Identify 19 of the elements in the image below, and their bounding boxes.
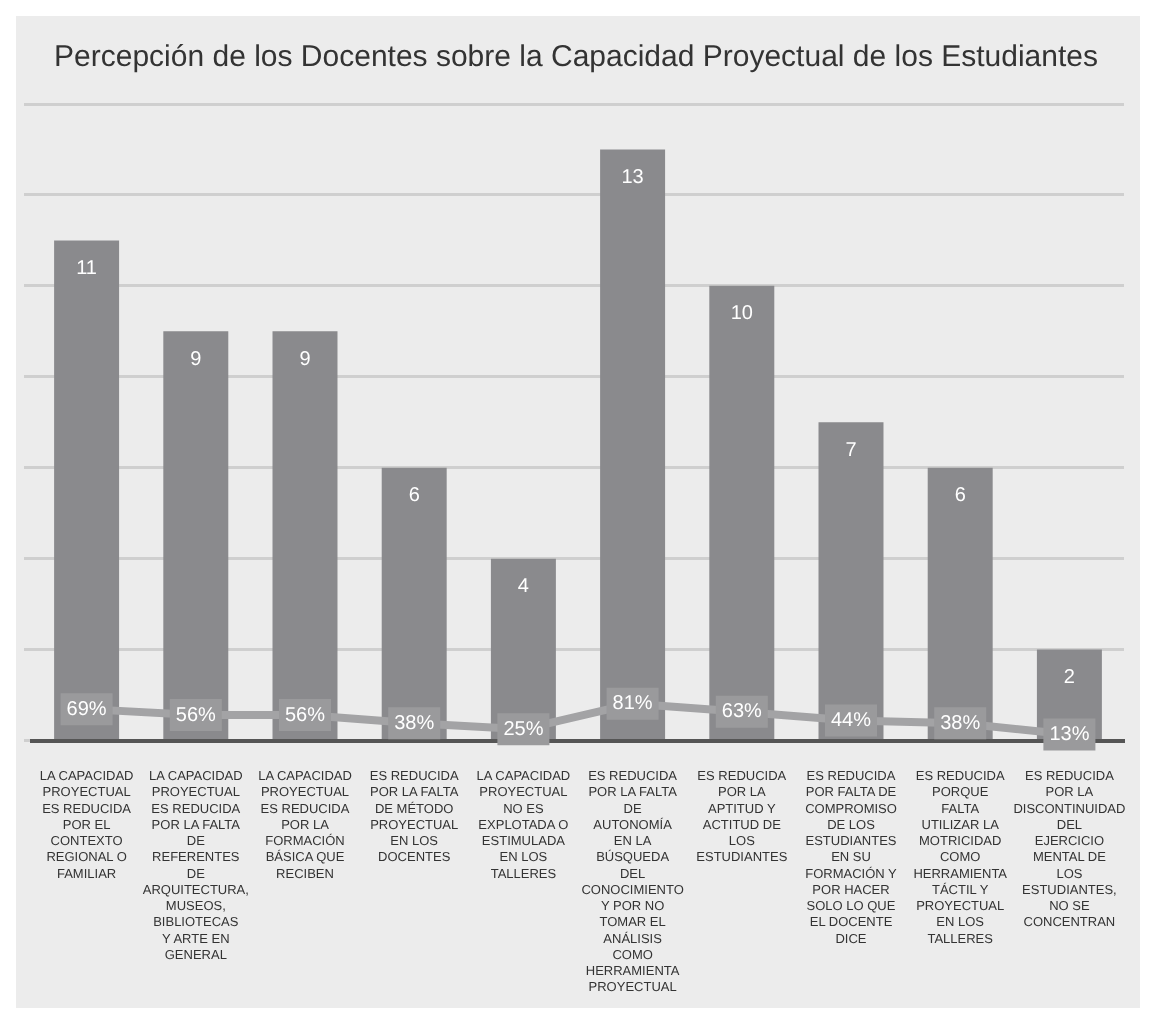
data-label: 6 [408, 485, 421, 508]
bar [818, 422, 884, 739]
data-label: 9 [299, 348, 312, 371]
data-label: 6 [954, 485, 967, 508]
chart-title: Percepción de los Docentes sobre la Capacidad Proyectual de los Estudiantes [54, 40, 1098, 75]
bar [927, 467, 993, 739]
bar [600, 149, 666, 739]
data-label: 7 [845, 439, 858, 462]
bar [163, 331, 229, 739]
data-label: 13 [621, 166, 645, 189]
bar [272, 331, 338, 739]
data-label: 2 [1063, 667, 1076, 690]
data-label: 4 [517, 576, 530, 599]
bar [381, 467, 447, 739]
bar [54, 240, 120, 739]
data-label: 9 [190, 348, 203, 371]
data-label: 10 [730, 303, 754, 326]
data-label: 11 [76, 257, 98, 280]
bar [709, 285, 775, 739]
